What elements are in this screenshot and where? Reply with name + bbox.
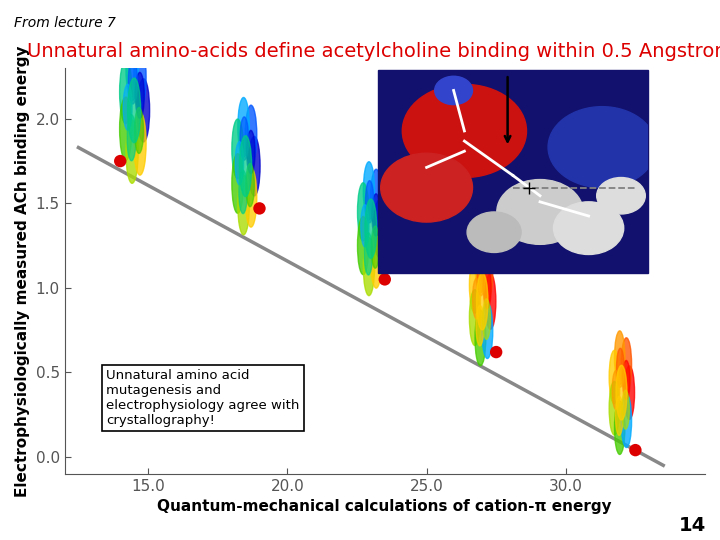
Ellipse shape <box>614 331 625 384</box>
Ellipse shape <box>235 141 243 185</box>
Ellipse shape <box>483 268 491 308</box>
Ellipse shape <box>134 112 146 175</box>
Point <box>379 275 390 284</box>
Ellipse shape <box>134 45 146 109</box>
Ellipse shape <box>127 78 140 143</box>
Ellipse shape <box>240 117 248 160</box>
Title: Unnatural amino-acids define acetylcholine binding within 0.5 Angstroms: Unnatural amino-acids define acetylcholi… <box>27 42 720 61</box>
Ellipse shape <box>472 278 480 319</box>
Ellipse shape <box>482 244 492 300</box>
Ellipse shape <box>609 350 620 404</box>
Text: From lecture 7: From lecture 7 <box>14 16 116 30</box>
Ellipse shape <box>371 169 382 227</box>
Point <box>253 204 265 213</box>
Point <box>490 348 502 356</box>
Ellipse shape <box>616 348 624 387</box>
Ellipse shape <box>247 130 255 174</box>
Ellipse shape <box>616 396 623 435</box>
Ellipse shape <box>238 98 249 157</box>
Ellipse shape <box>609 381 620 435</box>
Ellipse shape <box>477 255 485 296</box>
Ellipse shape <box>232 119 243 179</box>
Ellipse shape <box>476 305 484 346</box>
Circle shape <box>381 153 472 222</box>
Ellipse shape <box>469 257 480 313</box>
Circle shape <box>497 179 583 244</box>
Circle shape <box>597 178 645 214</box>
Ellipse shape <box>126 120 138 183</box>
Ellipse shape <box>482 303 492 359</box>
Ellipse shape <box>128 58 138 104</box>
Ellipse shape <box>358 217 369 274</box>
Ellipse shape <box>365 199 377 258</box>
Ellipse shape <box>120 97 132 160</box>
Ellipse shape <box>364 238 374 295</box>
Text: 14: 14 <box>678 516 706 535</box>
Ellipse shape <box>621 338 631 392</box>
Ellipse shape <box>482 299 490 339</box>
Ellipse shape <box>240 136 252 197</box>
Ellipse shape <box>622 390 629 429</box>
Ellipse shape <box>621 394 631 448</box>
Ellipse shape <box>239 170 247 214</box>
Ellipse shape <box>127 115 136 161</box>
Text: Unnatural amino acid
mutagenesis and
electrophysiology agree with
crystallograph: Unnatural amino acid mutagenesis and ele… <box>107 369 300 427</box>
Ellipse shape <box>358 183 369 241</box>
Circle shape <box>554 202 624 254</box>
Ellipse shape <box>366 181 374 223</box>
Ellipse shape <box>364 162 374 220</box>
Ellipse shape <box>138 79 150 142</box>
Ellipse shape <box>126 37 138 100</box>
Y-axis label: Electrophysiologically measured ACh binding energy: Electrophysiologically measured ACh bind… <box>15 45 30 497</box>
Ellipse shape <box>120 60 132 124</box>
Ellipse shape <box>477 273 488 330</box>
Ellipse shape <box>246 164 254 207</box>
Ellipse shape <box>614 401 625 455</box>
Ellipse shape <box>135 72 144 118</box>
Circle shape <box>402 84 526 178</box>
Ellipse shape <box>616 365 627 420</box>
Ellipse shape <box>612 370 620 409</box>
Ellipse shape <box>624 366 634 420</box>
Ellipse shape <box>372 194 380 236</box>
X-axis label: Quantum-mechanical calculations of cation-π energy: Quantum-mechanical calculations of catio… <box>158 499 612 514</box>
Ellipse shape <box>361 205 369 247</box>
Circle shape <box>548 106 656 187</box>
Circle shape <box>467 212 521 252</box>
Ellipse shape <box>371 226 379 268</box>
Ellipse shape <box>246 105 257 165</box>
Ellipse shape <box>135 107 143 153</box>
Ellipse shape <box>232 154 243 213</box>
Point <box>114 157 126 165</box>
Ellipse shape <box>248 137 260 196</box>
Ellipse shape <box>475 310 486 366</box>
Circle shape <box>435 76 472 105</box>
Ellipse shape <box>475 237 486 293</box>
Ellipse shape <box>374 200 385 258</box>
Ellipse shape <box>246 167 257 227</box>
Ellipse shape <box>123 84 132 130</box>
Ellipse shape <box>371 230 382 288</box>
Ellipse shape <box>485 273 496 329</box>
Point <box>629 446 641 455</box>
Ellipse shape <box>238 176 249 235</box>
Ellipse shape <box>469 290 480 346</box>
Ellipse shape <box>622 361 630 400</box>
Ellipse shape <box>364 233 372 275</box>
